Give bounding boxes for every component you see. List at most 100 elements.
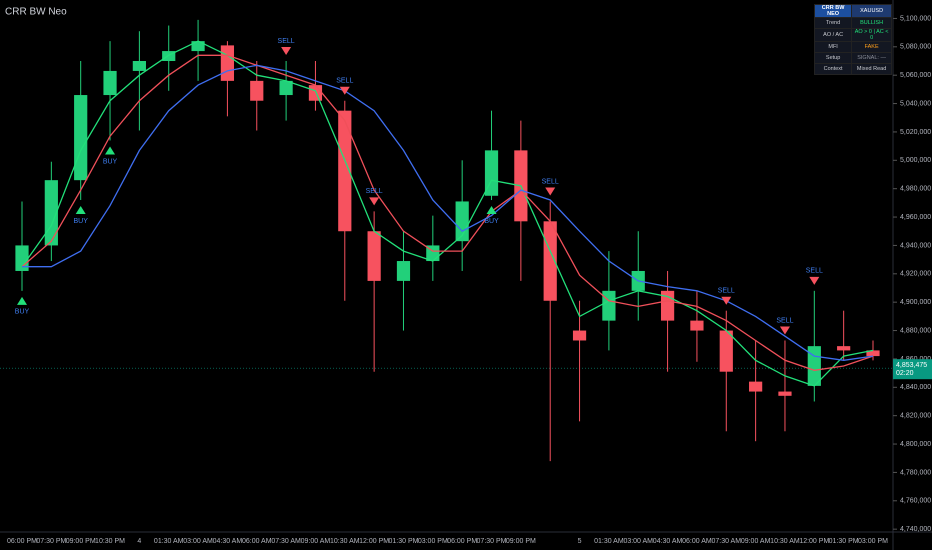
y-tick-label: 4,780,000	[900, 469, 931, 476]
sell-marker	[779, 326, 790, 335]
candle-body	[191, 41, 205, 52]
candle-body	[690, 320, 704, 331]
candle-body	[220, 45, 235, 81]
candle-body	[103, 70, 117, 96]
y-tick-label: 5,000,000	[900, 157, 931, 164]
buy-marker	[105, 146, 116, 155]
panel-row-value: SIGNAL: —	[851, 52, 892, 64]
x-tick-label: 5	[578, 538, 582, 545]
x-tick-label: 4	[137, 538, 141, 545]
sell-marker	[809, 276, 820, 285]
panel-row-label: AO / AC	[813, 28, 853, 42]
candle-body	[749, 381, 763, 392]
candle-body	[74, 95, 88, 181]
y-tick-label: 4,760,000	[900, 498, 931, 505]
y-tick-label: 4,900,000	[900, 299, 931, 306]
x-tick-label: 09:00 AM	[301, 538, 331, 545]
y-tick-label: 4,820,000	[900, 413, 931, 420]
y-tick-label: 5,080,000	[900, 44, 931, 51]
panel-header-cell: XAUUSD	[851, 4, 892, 18]
buy-marker	[486, 206, 497, 215]
panel-row-label: Trend	[813, 17, 853, 29]
y-tick-label: 4,940,000	[900, 242, 931, 249]
signal-label: SELL	[776, 317, 793, 324]
x-tick-label: 03:00 PM	[858, 538, 888, 545]
signal-label: BUY	[103, 158, 118, 165]
panel-row-value: FAKE	[851, 41, 892, 53]
x-tick-label: 03:00 PM	[418, 538, 448, 545]
candle-body	[572, 330, 587, 341]
ma-line	[21, 54, 874, 371]
signal-label: BUY	[15, 309, 30, 316]
x-tick-label: 06:00 PM	[7, 538, 37, 545]
candle-body	[484, 150, 499, 196]
signal-label: SELL	[806, 268, 823, 275]
panel-row-label: MFI	[813, 41, 853, 53]
panel-row-label: Context	[813, 63, 853, 75]
last-price-box	[893, 359, 932, 380]
x-tick-label: 09:00 PM	[506, 538, 536, 545]
x-tick-label: 10:30 AM	[770, 538, 800, 545]
countdown-label: 02:20	[896, 370, 914, 377]
candle-body	[837, 346, 851, 351]
sell-marker	[339, 86, 350, 95]
status-panel: CRR BW NEO XAUUSD Trend BULLISH AO / AC AO > …	[813, 4, 892, 75]
last-price-label: 4,853,475	[896, 362, 927, 369]
candle-body	[367, 231, 381, 281]
candle-body	[338, 110, 352, 232]
sell-marker	[369, 197, 380, 206]
panel-header: CRR BW NEO XAUUSD	[813, 4, 892, 18]
y-tick-label: 5,100,000	[900, 15, 931, 22]
panel-row-value: BULLISH	[851, 17, 892, 29]
candle-body	[807, 346, 821, 386]
ma-line	[21, 40, 874, 387]
x-tick-label: 06:00 AM	[682, 538, 712, 545]
x-tick-label: 06:00 AM	[242, 538, 272, 545]
x-tick-label: 01:30 PM	[388, 538, 418, 545]
x-tick-label: 07:30 AM	[271, 538, 301, 545]
x-tick-label: 12:00 PM	[799, 538, 829, 545]
x-tick-label: 10:30 AM	[330, 538, 360, 545]
x-tick-label: 03:00 AM	[183, 538, 213, 545]
y-tick-label: 4,740,000	[900, 526, 931, 533]
candle-body	[866, 350, 880, 357]
candle-body	[396, 261, 411, 281]
panel-row: MFI FAKE	[813, 41, 892, 53]
x-tick-label: 04:30 AM	[653, 538, 683, 545]
panel-header-cell: CRR BW NEO	[813, 4, 853, 18]
y-tick-label: 4,980,000	[900, 186, 931, 193]
x-tick-label: 07:30 PM	[477, 538, 507, 545]
signal-label: SELL	[366, 188, 383, 195]
sell-marker	[281, 47, 292, 56]
signal-label: SELL	[718, 288, 735, 295]
candle-body	[308, 85, 323, 101]
panel-row: Setup SIGNAL: —	[813, 52, 892, 64]
signal-label: SELL	[542, 178, 559, 185]
x-tick-label: 09:00 AM	[741, 538, 771, 545]
buy-marker	[75, 206, 86, 215]
candle-body	[778, 391, 792, 396]
buy-marker	[17, 296, 27, 305]
x-tick-label: 10:30 PM	[95, 538, 125, 545]
x-tick-label: 01:30 AM	[594, 538, 624, 545]
signal-label: SELL	[336, 78, 353, 85]
x-tick-label: 09:00 PM	[66, 538, 96, 545]
candle-body	[279, 80, 293, 96]
panel-row: Trend BULLISH	[813, 17, 892, 29]
y-tick-label: 5,040,000	[900, 100, 931, 107]
y-tick-label: 4,840,000	[900, 384, 931, 391]
y-tick-label: 4,880,000	[900, 327, 931, 334]
ma-line	[22, 64, 874, 361]
candle-body	[132, 61, 146, 71]
panel-row: AO / AC AO > 0 | AC < 0	[813, 28, 892, 42]
signal-label: BUY	[484, 218, 499, 225]
panel-row-value: Mixed Read	[851, 63, 892, 75]
candle-body	[602, 290, 616, 321]
signal-label: SELL	[278, 38, 295, 45]
sell-marker	[545, 187, 556, 196]
candle-body	[250, 80, 264, 101]
x-tick-label: 04:30 AM	[213, 538, 243, 545]
